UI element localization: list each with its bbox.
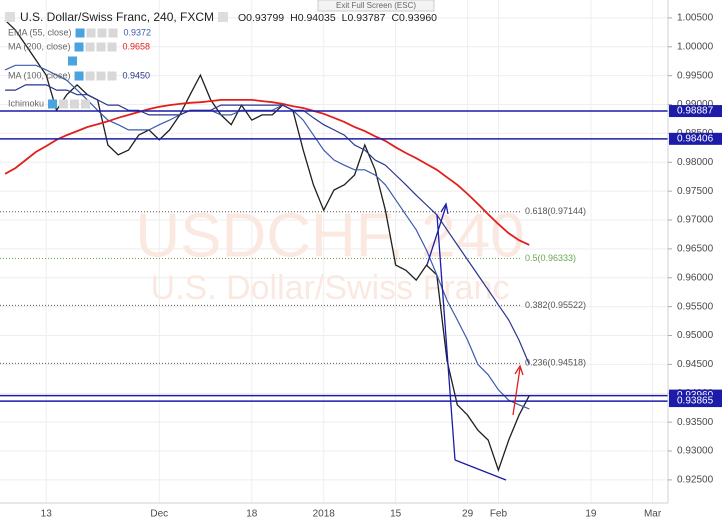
level-box xyxy=(669,105,722,118)
y-tick-label: 0.97500 xyxy=(677,186,714,197)
legend-icon[interactable] xyxy=(108,28,118,38)
y-tick-label: 0.96000 xyxy=(677,272,714,283)
arrow-head xyxy=(514,364,524,376)
x-tick-label: 15 xyxy=(390,509,402,520)
legend-icon[interactable] xyxy=(85,71,95,81)
x-tick-label: 19 xyxy=(585,509,597,520)
legend-icon[interactable] xyxy=(75,28,85,38)
legend-name: MA (100, close) xyxy=(8,70,71,80)
ohlc: O0.93799 H0.94035 L0.93787 C0.93960 xyxy=(218,12,437,24)
plot: 0.618(0.97144) 0.5(0.96333) 0.382(0.95522)… xyxy=(0,19,668,473)
x-tick-label: Mar xyxy=(644,509,662,520)
fib-label: 0.236(0.94518) xyxy=(525,358,586,368)
ohlc-value: C0.93960 xyxy=(391,12,437,24)
x-tick-label: Feb xyxy=(490,509,508,520)
series-line xyxy=(5,84,530,365)
y-tick-label: 0.93500 xyxy=(677,417,714,428)
legend-icon[interactable] xyxy=(86,28,96,38)
x-tick-label: 2018 xyxy=(313,509,336,520)
settings-icon[interactable] xyxy=(218,12,228,22)
fib-label: 0.618(0.97144) xyxy=(525,206,586,216)
y-tick-label: 0.96500 xyxy=(677,244,714,255)
y-tick-label: 0.99000 xyxy=(677,99,714,110)
y-tick-label: 0.97000 xyxy=(677,215,714,226)
legend-icon[interactable] xyxy=(68,56,77,66)
legend-icon[interactable] xyxy=(96,71,106,81)
legend-icon[interactable] xyxy=(96,42,106,52)
legend-name: MA (200, close) xyxy=(8,41,71,51)
watermark: U.S. Dollar/Swiss Franc xyxy=(151,269,510,307)
x-tick-label: 29 xyxy=(462,509,474,520)
legend: EMA (55, close) 0.9372 MA (200, close) 0.96… xyxy=(8,27,152,109)
level-label: 0.93865 xyxy=(677,396,714,407)
legend-name: Ichimoku xyxy=(8,98,44,108)
chart-title: U.S. Dollar/Swiss Franc, 240, FXCM xyxy=(20,10,214,24)
y-tick-label: 0.94500 xyxy=(677,359,714,370)
y-tick-label: 0.99500 xyxy=(677,70,714,81)
ohlc-value: O0.93799 xyxy=(238,12,284,24)
arrow xyxy=(426,205,447,266)
y-tick-label: 1.00000 xyxy=(677,41,714,52)
level-label: 0.98887 xyxy=(677,106,714,117)
y-tick-label: 0.98000 xyxy=(677,157,714,168)
legend-value: 0.9658 xyxy=(123,41,151,51)
ohlc-value: L0.93787 xyxy=(342,12,386,24)
axis: 0.925000.930000.935000.940000.945000.950… xyxy=(41,13,722,520)
legend-icon[interactable] xyxy=(107,71,117,81)
level-label: 0.98406 xyxy=(677,133,714,144)
arrow-head xyxy=(440,202,449,215)
collapse-icon[interactable] xyxy=(5,12,15,22)
legend-name: EMA (55, close) xyxy=(8,27,72,37)
legend-icon[interactable] xyxy=(48,99,58,109)
drawings xyxy=(426,202,524,481)
arrow xyxy=(512,367,521,416)
y-tick-label: 1.00500 xyxy=(677,13,714,24)
x-tick-label: 13 xyxy=(41,509,53,520)
series-line xyxy=(4,99,530,246)
y-tick-label: 0.95500 xyxy=(677,301,714,312)
x-tick-label: 18 xyxy=(246,509,258,520)
legend-icon[interactable] xyxy=(59,99,69,109)
exit-label[interactable]: Exit Full Screen (ESC) xyxy=(336,1,416,10)
legend-value: 0.9372 xyxy=(124,27,152,37)
legend-icon[interactable] xyxy=(70,99,80,109)
legend-icon[interactable] xyxy=(107,42,117,52)
level-box xyxy=(669,132,722,145)
y-tick-label: 0.95000 xyxy=(677,330,714,341)
trend-line xyxy=(436,214,456,461)
legend-icon[interactable] xyxy=(81,99,91,109)
trend-line xyxy=(454,459,507,481)
legend-icon[interactable] xyxy=(85,42,95,52)
y-tick-label: 0.93000 xyxy=(677,446,714,457)
x-tick-label: Dec xyxy=(150,509,168,520)
legend-value: 0.9450 xyxy=(123,70,151,80)
exit-button[interactable] xyxy=(317,0,435,12)
fib-label: 0.382(0.95522) xyxy=(525,300,586,310)
ohlc-value: H0.94035 xyxy=(290,12,336,24)
fib-label: 0.5(0.96333) xyxy=(525,253,576,263)
legend-icon[interactable] xyxy=(97,28,107,38)
level-box xyxy=(669,395,722,408)
y-tick-label: 0.92500 xyxy=(677,475,714,486)
legend-icon[interactable] xyxy=(74,71,84,81)
legend-icon[interactable] xyxy=(74,42,84,52)
